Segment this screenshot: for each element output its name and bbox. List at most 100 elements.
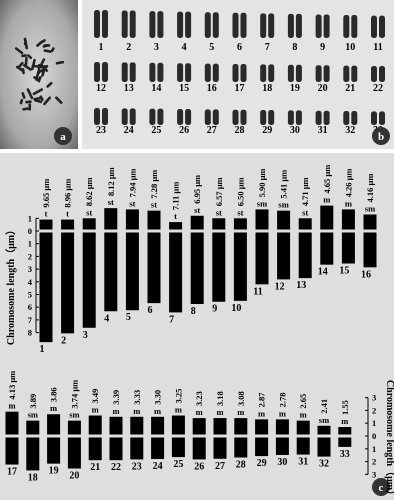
short-arm (39, 219, 53, 230)
chromosome-number: 17 (235, 83, 245, 94)
short-arm (130, 416, 144, 435)
long-arm (109, 437, 123, 461)
chromosome (157, 62, 164, 82)
chromosome-type: m (8, 401, 15, 411)
chromosome-type: sm (319, 415, 329, 425)
chromosome-length: 3.33 (132, 390, 142, 405)
chromosome-number: 25 (151, 125, 161, 136)
long-arm (338, 437, 352, 447)
long-arm (363, 232, 377, 268)
chromosome (149, 108, 156, 125)
long-arm (125, 232, 139, 311)
chromosome-length: 3.08 (236, 391, 246, 406)
chromosome-type: m (92, 405, 99, 415)
short-arm (296, 420, 310, 435)
chromosome-type: m (341, 416, 348, 426)
chromosome (295, 110, 302, 125)
chromosome-number: 20 (69, 471, 79, 482)
long-arm (5, 437, 19, 465)
short-arm (192, 418, 206, 435)
chromosome-length: 7.94 μm (127, 169, 137, 198)
long-arm (341, 232, 355, 264)
chromosome-number: 3 (154, 42, 159, 53)
tick-label: 5 (28, 290, 32, 300)
chromosome-rod (15, 65, 25, 73)
short-arm (88, 415, 102, 435)
chromosome-number: 27 (215, 461, 225, 472)
chromosome-length: 7.11 μm (171, 182, 181, 210)
long-arm (147, 232, 161, 304)
chromosome-rod (19, 98, 24, 105)
chromosome (157, 108, 164, 125)
chromosome-length: 7.28 μm (149, 170, 159, 199)
tick-label: 3 (372, 469, 376, 479)
chromosome-type: m (323, 195, 330, 205)
long-arm (255, 232, 269, 285)
chromosome-number: 8 (292, 42, 297, 53)
chromosome-length: 2.78 (277, 392, 287, 407)
short-arm (67, 420, 81, 435)
chromosome-type: sm (28, 410, 38, 420)
chromosome-number: 25 (173, 459, 183, 470)
chromosome-length: 4.16 μm (365, 174, 375, 203)
chromosome-rod (14, 47, 24, 55)
chromosome-rod (39, 95, 44, 102)
chromosome-number: 32 (319, 459, 329, 470)
short-arm (125, 209, 139, 230)
short-arm (255, 209, 269, 230)
chromosome-number: 14 (318, 267, 328, 278)
chromosome (232, 64, 239, 82)
tick-label: 6 (28, 302, 32, 312)
chromosome-rod (28, 103, 32, 111)
chromosome-type: t (174, 211, 177, 221)
chromosome (343, 15, 350, 38)
long-arm (88, 437, 102, 461)
long-arm (82, 232, 96, 328)
chromosome-length: 3.23 (194, 391, 204, 406)
chromosome-number: 4 (104, 313, 109, 324)
short-arm (213, 418, 227, 435)
chromosome-length: 5.90 μm (257, 169, 267, 198)
chromosome (129, 10, 136, 38)
chromosome-type: m (175, 405, 182, 415)
chromosome (315, 65, 322, 82)
chromosome-number: 28 (235, 125, 245, 136)
chromosome-number: 9 (320, 42, 325, 53)
short-arm (190, 215, 204, 230)
chromosome-number: 19 (49, 466, 59, 477)
chromosome-length: 9.65 μm (41, 179, 51, 208)
chromosome-type: sm (365, 203, 375, 213)
short-arm (26, 420, 40, 435)
long-arm (39, 232, 53, 343)
chromosome (287, 13, 294, 38)
chromosome-rod (50, 47, 55, 52)
long-arm (275, 437, 289, 455)
chromosome-type: t (66, 209, 69, 219)
chromosome-rod (46, 81, 53, 88)
chromosome-type: m (216, 407, 223, 417)
long-arm (212, 232, 226, 302)
long-arm (171, 437, 185, 458)
chromosome (260, 13, 267, 38)
chromosome-length: 5.41 μm (279, 170, 289, 199)
chromosome-number: 1 (99, 42, 104, 53)
long-arm (67, 437, 81, 469)
chromosome (351, 65, 358, 82)
chromosome-type: st (216, 207, 222, 217)
chromosome-number: 13 (124, 83, 134, 94)
short-arm (82, 218, 96, 230)
chromosome (371, 15, 377, 39)
short-arm (47, 414, 61, 435)
chromosome-rod (42, 44, 49, 48)
chromosome-type: m (50, 403, 57, 413)
long-arm (169, 232, 183, 313)
chromosome-number: 29 (262, 125, 272, 136)
panel-label: c (379, 482, 384, 494)
short-arm (341, 209, 355, 230)
chromosome-number: 7 (265, 42, 270, 53)
chromosome-type: m (279, 408, 286, 418)
axis-label: Chromosome length（μm） (4, 225, 17, 345)
chromosome (149, 11, 156, 39)
